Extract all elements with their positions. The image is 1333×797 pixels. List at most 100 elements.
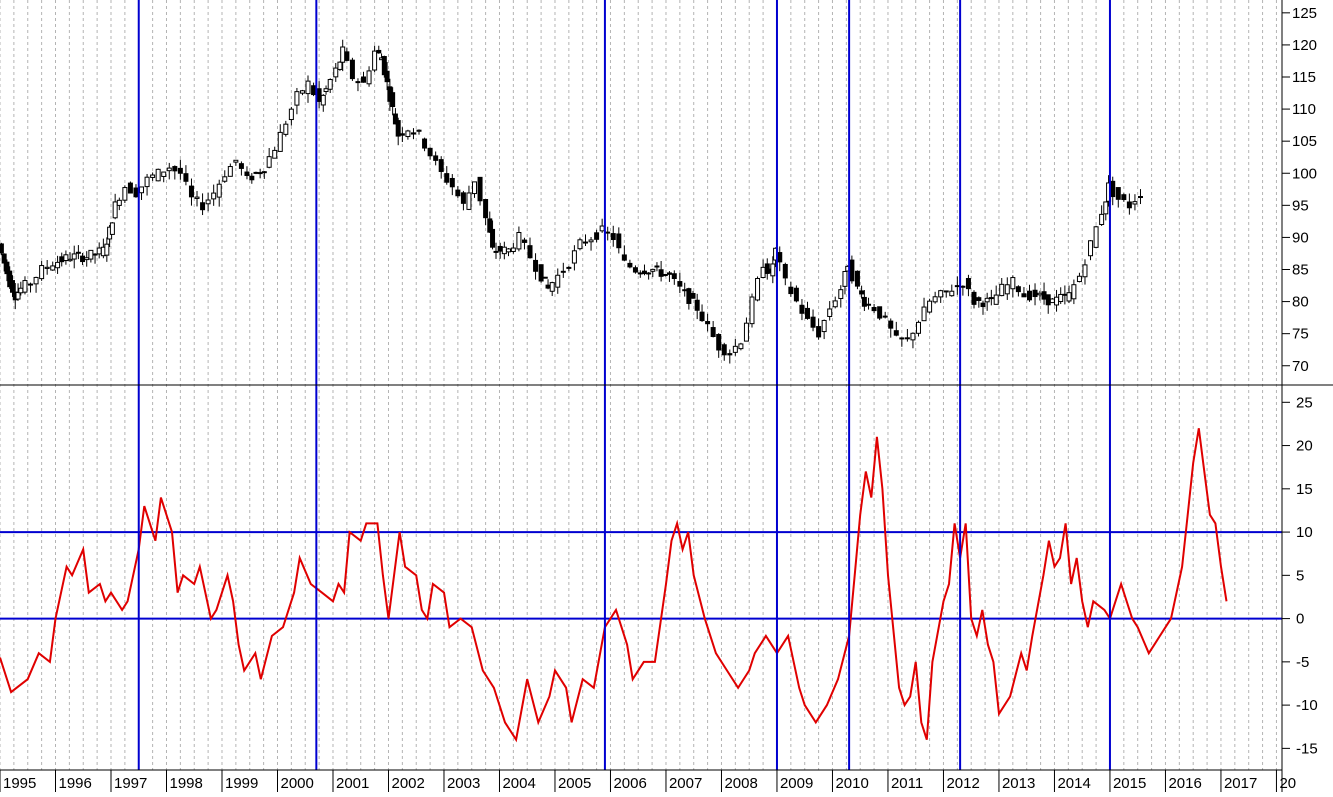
year-label: 2011 — [891, 775, 923, 792]
year-label: 1998 — [169, 775, 202, 792]
candle-body — [1076, 275, 1082, 283]
candle-body — [449, 177, 455, 188]
candle-body — [616, 233, 622, 249]
candle-body — [1132, 201, 1138, 205]
candle-body — [910, 332, 916, 341]
candle-body — [410, 132, 416, 135]
candle-body — [988, 297, 994, 300]
candle-body — [793, 287, 799, 302]
candle-body — [871, 307, 877, 312]
candle-body — [361, 76, 367, 83]
candle-body — [227, 166, 233, 177]
candle-body — [1082, 264, 1088, 278]
price-tick-label: 90 — [1292, 229, 1309, 246]
candle-body — [671, 273, 677, 280]
osc-tick-label: 0 — [1296, 611, 1304, 628]
candle-body — [337, 61, 343, 70]
candle-body — [654, 265, 660, 268]
candle-body — [1058, 293, 1064, 303]
candle-body — [571, 250, 577, 264]
price-tick-label: 70 — [1292, 358, 1309, 375]
year-label: 2002 — [391, 775, 424, 792]
oscillator-panel — [0, 428, 1282, 743]
candle-body — [760, 266, 766, 278]
candle-body — [1004, 284, 1010, 295]
candle-body — [694, 299, 700, 311]
candle-body — [721, 344, 727, 356]
candle-body — [505, 248, 511, 253]
candle-body — [854, 270, 860, 287]
price-tick-label: 95 — [1292, 197, 1309, 214]
year-label: 2015 — [1113, 775, 1146, 792]
year-label: 2000 — [280, 775, 313, 792]
candle-body — [516, 232, 522, 250]
year-label: 2004 — [502, 775, 535, 792]
candle-body — [627, 262, 633, 268]
candle-body — [366, 70, 372, 85]
osc-tick-label: -5 — [1296, 654, 1309, 671]
candle-body — [1071, 284, 1077, 300]
candle-body — [954, 285, 960, 288]
candle-body — [88, 249, 94, 260]
candle-body — [399, 133, 405, 136]
candle-body — [510, 247, 516, 252]
candle-body — [527, 245, 533, 259]
candle-body — [732, 345, 738, 353]
year-label: 2010 — [835, 775, 868, 792]
candle-body — [139, 186, 145, 194]
candle-body — [416, 129, 422, 132]
candle-body — [266, 156, 272, 168]
candle-body — [455, 189, 461, 197]
candle-body — [320, 94, 326, 106]
candle-body — [150, 174, 156, 178]
candle-body — [932, 296, 938, 303]
candle-body — [381, 56, 387, 76]
candle-body — [682, 289, 688, 292]
year-label: 2009 — [780, 775, 813, 792]
candle-body — [84, 257, 90, 261]
candle-body — [39, 265, 45, 280]
year-label: 1996 — [58, 775, 91, 792]
year-label: 2001 — [336, 775, 369, 792]
candle-body — [216, 183, 222, 198]
price-tick-label: 115 — [1292, 69, 1316, 86]
oscillator-line — [0, 428, 1228, 743]
candle-body — [283, 123, 289, 135]
candle-body — [15, 292, 21, 300]
candle-body — [993, 294, 999, 305]
candle-body — [63, 254, 69, 262]
candle-body — [555, 274, 561, 288]
candle-body — [764, 263, 770, 274]
candle-body — [59, 256, 65, 263]
candle-body — [1066, 292, 1072, 302]
price-tick-label: 125 — [1292, 5, 1317, 22]
candle-body — [188, 185, 194, 198]
candle-body — [677, 281, 683, 287]
candle-body — [92, 253, 98, 256]
candle-body — [710, 327, 716, 338]
candle-body — [1093, 226, 1099, 248]
candle-body — [405, 130, 411, 138]
candle-body — [161, 171, 167, 177]
candle-body — [122, 187, 128, 201]
candle-body — [915, 321, 921, 334]
candle-body — [727, 353, 733, 356]
candle-body — [4, 261, 10, 275]
candle-body — [1015, 286, 1021, 293]
candle-body — [438, 159, 444, 172]
candle-body — [927, 300, 933, 313]
candle-body — [483, 199, 489, 219]
candle-body — [490, 228, 496, 248]
candle-body — [323, 88, 329, 93]
candle-body — [877, 306, 883, 319]
candle-body — [984, 297, 990, 303]
osc-tick-label: -10 — [1296, 697, 1318, 714]
candle-body — [666, 272, 672, 275]
candle-body — [838, 289, 844, 299]
candle-body — [971, 291, 977, 305]
candle-body — [501, 246, 507, 255]
candle-body — [1045, 294, 1051, 306]
candle-body — [1054, 296, 1060, 306]
candle-body — [493, 250, 499, 253]
candle-body — [588, 239, 594, 243]
